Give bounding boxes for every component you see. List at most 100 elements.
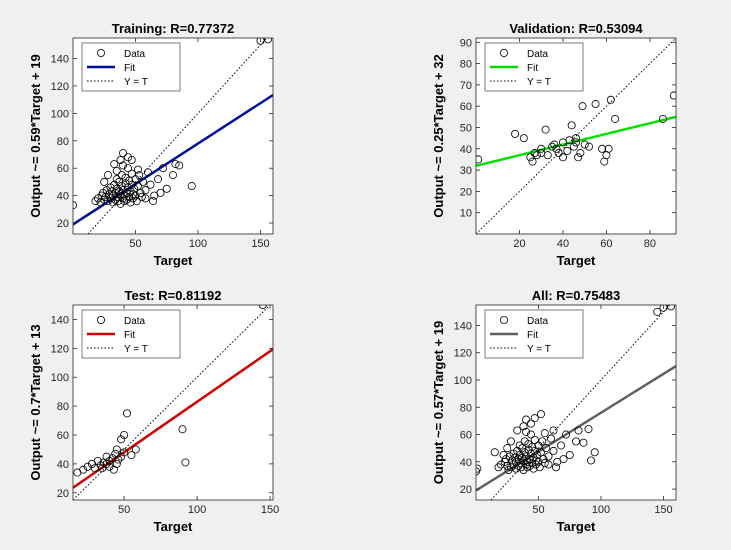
y-tick-label: 140 bbox=[51, 54, 69, 66]
data-point bbox=[112, 175, 121, 184]
data-point bbox=[153, 175, 162, 184]
data-point bbox=[565, 136, 574, 145]
data-point bbox=[528, 442, 537, 451]
x-axis-label: Target bbox=[154, 253, 193, 268]
x-axis-label: Target bbox=[557, 253, 596, 268]
data-point bbox=[131, 445, 140, 454]
data-point bbox=[544, 452, 553, 461]
data-point bbox=[127, 451, 136, 460]
data-point bbox=[554, 149, 563, 158]
data-point bbox=[476, 464, 482, 473]
data-point bbox=[517, 463, 526, 472]
data-point bbox=[503, 461, 512, 470]
data-point bbox=[116, 190, 125, 199]
legend: Data Fit Y = T bbox=[484, 309, 584, 359]
data-point bbox=[119, 161, 128, 170]
legend-label: Data bbox=[527, 49, 549, 60]
data-point bbox=[563, 146, 572, 155]
data-point bbox=[105, 456, 114, 465]
legend-label: Y = T bbox=[527, 77, 551, 88]
y-tick-label: 20 bbox=[460, 484, 472, 496]
data-point bbox=[590, 448, 599, 457]
data-point bbox=[513, 446, 522, 455]
data-point bbox=[187, 182, 196, 191]
data-point bbox=[114, 455, 123, 464]
data-point bbox=[114, 197, 123, 206]
y-axis-label: Output ~= 0.25*Target + 32 bbox=[431, 54, 446, 217]
data-point bbox=[591, 100, 600, 109]
data-point bbox=[574, 153, 583, 162]
y-axis-label: Output ~= 0.59*Target + 19 bbox=[28, 54, 43, 217]
y-tick-label: 100 bbox=[51, 372, 69, 384]
x-tick-label: 40 bbox=[557, 238, 569, 250]
data-point bbox=[519, 134, 528, 143]
data-point bbox=[132, 197, 141, 206]
x-tick-label: 80 bbox=[644, 238, 656, 250]
data-point bbox=[515, 441, 524, 450]
data-point bbox=[667, 305, 675, 311]
data-point bbox=[112, 459, 121, 468]
data-point bbox=[124, 164, 133, 173]
data-point bbox=[529, 464, 538, 473]
data-point bbox=[598, 144, 607, 153]
data-point bbox=[181, 458, 190, 467]
legend-label: Data bbox=[527, 316, 549, 327]
legend: Data Fit Y = T bbox=[81, 309, 181, 359]
data-point bbox=[549, 446, 558, 455]
legend-label: Fit bbox=[527, 330, 538, 341]
legend-marker-data bbox=[499, 315, 508, 324]
data-point bbox=[131, 191, 140, 200]
identity-line bbox=[476, 38, 676, 234]
y-tick-label: 120 bbox=[51, 343, 69, 355]
data-point bbox=[108, 454, 117, 463]
y-tick-label: 140 bbox=[454, 320, 472, 332]
data-point bbox=[258, 305, 267, 309]
data-point bbox=[669, 91, 676, 100]
data-point bbox=[528, 157, 537, 166]
x-tick-label: 50 bbox=[129, 238, 141, 250]
x-tick-label: 100 bbox=[592, 504, 610, 516]
data-point bbox=[115, 177, 124, 186]
y-tick-label: 120 bbox=[454, 348, 472, 360]
data-point bbox=[512, 457, 521, 466]
data-point bbox=[537, 149, 546, 158]
data-point bbox=[530, 435, 539, 444]
data-point bbox=[476, 155, 483, 164]
x-tick-label: 50 bbox=[532, 504, 544, 516]
data-point bbox=[527, 430, 536, 439]
x-tick-label: 150 bbox=[251, 238, 269, 250]
y-axis-label: Output ~= 0.57*Target + 19 bbox=[431, 321, 446, 484]
data-point bbox=[540, 459, 549, 468]
data-point bbox=[548, 142, 557, 151]
data-point bbox=[117, 435, 126, 444]
fit-line bbox=[476, 115, 676, 168]
data-point bbox=[537, 144, 546, 153]
data-point bbox=[552, 463, 561, 472]
data-point bbox=[544, 460, 553, 469]
y-tick-label: 80 bbox=[57, 401, 69, 413]
data-point bbox=[136, 188, 145, 197]
data-point bbox=[120, 430, 129, 439]
x-tick-label: 60 bbox=[600, 238, 612, 250]
plot-content bbox=[476, 38, 676, 234]
data-point bbox=[547, 434, 556, 443]
legend-marker-data bbox=[97, 315, 106, 324]
y-tick-label: 100 bbox=[51, 108, 69, 120]
data-point bbox=[535, 463, 544, 472]
data-point bbox=[138, 177, 147, 186]
data-point bbox=[133, 182, 142, 191]
data-point bbox=[104, 171, 113, 180]
legend-label: Data bbox=[124, 316, 146, 327]
data-point bbox=[514, 455, 523, 464]
data-point bbox=[519, 456, 528, 465]
data-point bbox=[109, 191, 118, 200]
y-tick-label: 80 bbox=[57, 136, 69, 148]
data-point bbox=[162, 184, 171, 193]
data-point bbox=[569, 142, 578, 151]
data-point bbox=[110, 160, 119, 169]
legend: Data Fit Y = T bbox=[81, 42, 181, 92]
y-tick-label: 50 bbox=[460, 122, 472, 134]
plot-2: 20 40 60 80 10 20 30 40 50 60 70 80 90 Validation: R=… bbox=[431, 21, 677, 268]
y-tick-label: 140 bbox=[51, 314, 69, 326]
data-point bbox=[143, 168, 152, 177]
